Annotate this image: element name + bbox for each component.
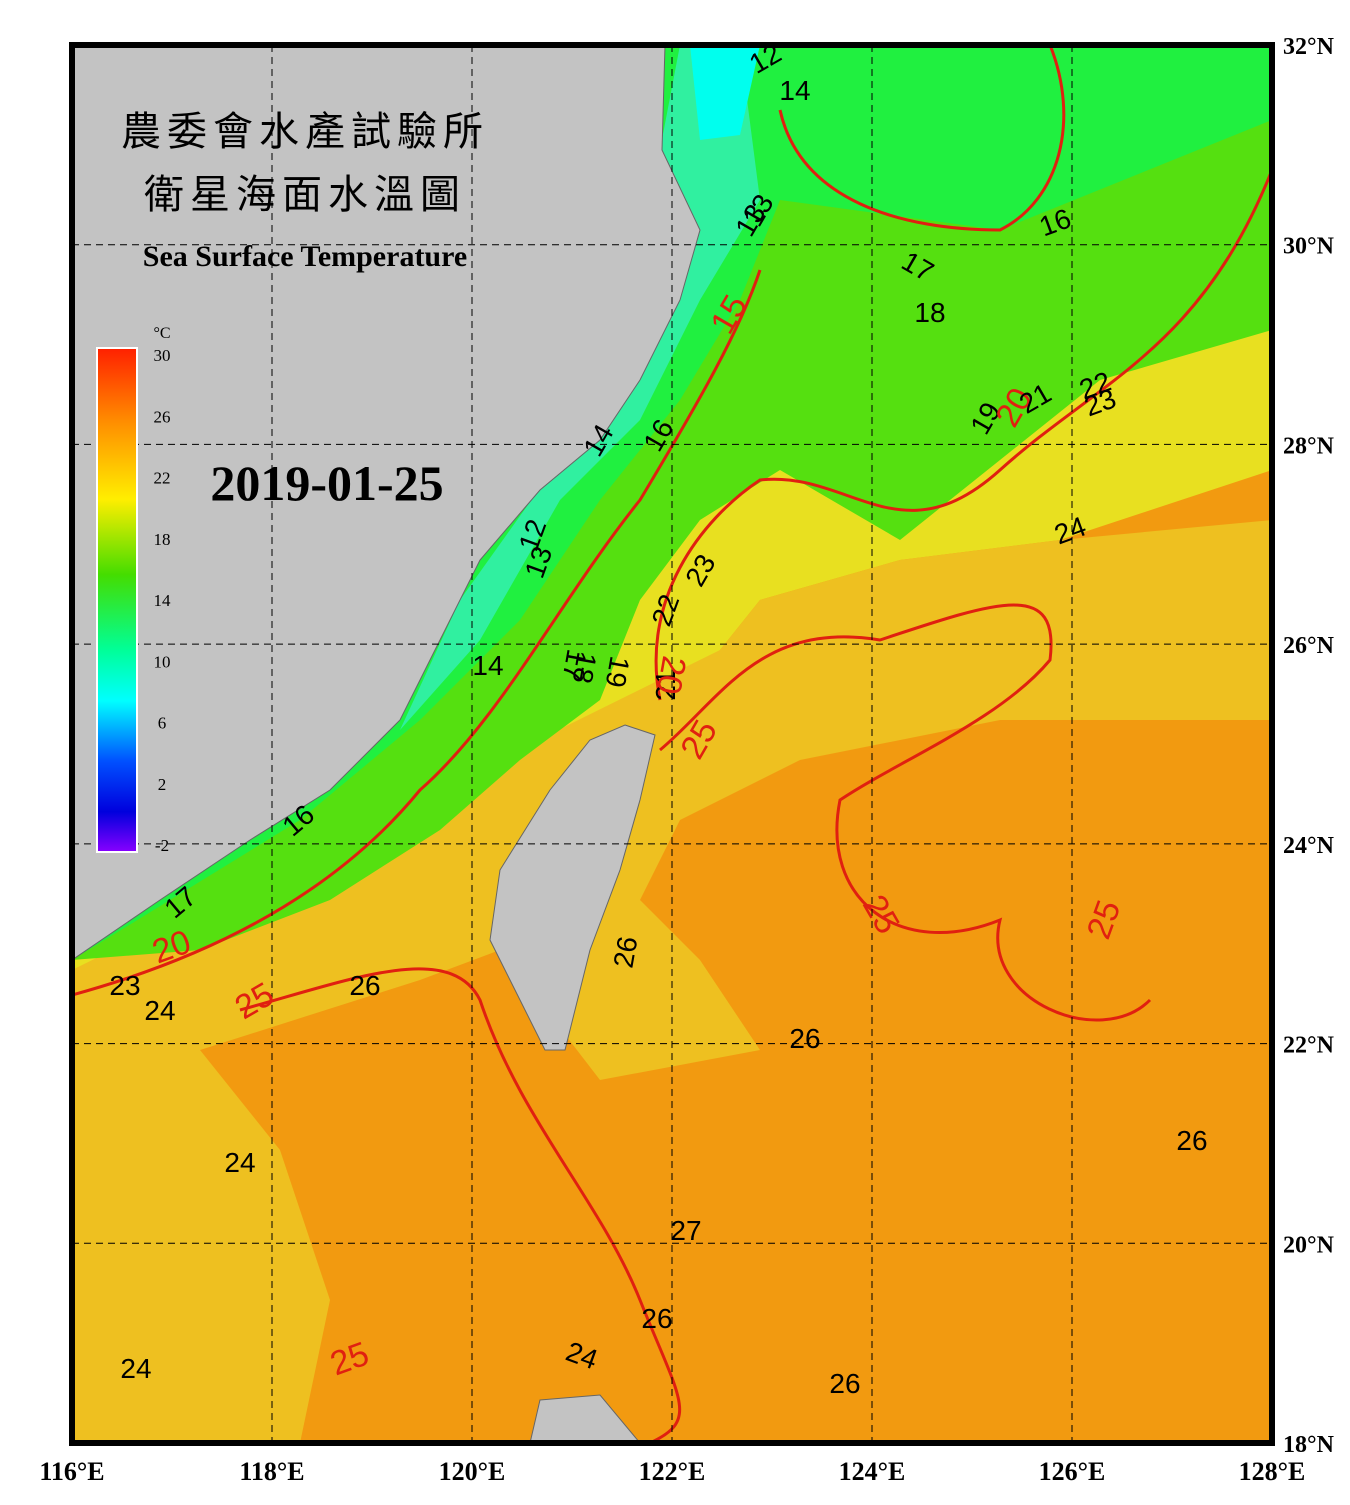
contour-label: 18 — [567, 650, 603, 686]
lat-tick-label: 30°N — [1283, 234, 1335, 260]
lat-tick-label: 32°N — [1283, 34, 1335, 60]
lat-tick-label: 26°N — [1283, 633, 1335, 659]
lon-tick-label: 126°E — [1039, 1457, 1106, 1486]
contour-label: 21 — [650, 669, 681, 700]
lon-tick-label: 128°E — [1239, 1457, 1306, 1486]
lon-tick-label: 116°E — [39, 1457, 104, 1486]
colorbar-tick-label: 30 — [154, 346, 171, 365]
contour-label: 27 — [670, 1215, 701, 1246]
graticule — [71, 44, 1273, 1444]
colorbar-tick-label: 22 — [154, 469, 171, 488]
contour-label: 18 — [914, 297, 945, 328]
contour-label: 26 — [641, 1303, 672, 1334]
contour-label: 26 — [1176, 1125, 1207, 1156]
land-china — [72, 45, 701, 961]
lon-tick-label: 122°E — [639, 1457, 706, 1486]
contour-label: 26 — [829, 1368, 860, 1399]
contour-line — [778, 45, 1066, 232]
colorbar-tick-label: 10 — [154, 652, 171, 671]
contour-label: 24 — [144, 995, 175, 1026]
date: 2019-01-25 — [210, 455, 443, 511]
contour-label: 20 — [649, 653, 693, 697]
colorbar-tick-label: 26 — [154, 407, 171, 426]
contour-line — [659, 603, 1152, 1022]
contour-label: 26 — [789, 1023, 820, 1054]
contour-label: 14 — [472, 650, 503, 681]
colorbar-tick-label: 18 — [154, 530, 171, 549]
contour-label: 26 — [349, 970, 380, 1001]
contour-label: 14 — [779, 75, 810, 106]
colorbar-tick-label: -2 — [155, 836, 169, 855]
contour-line — [72, 269, 762, 997]
lat-tick-label: 28°N — [1283, 433, 1335, 459]
contour-label: 19 — [600, 654, 636, 690]
colorbar-tick-label: 14 — [154, 591, 172, 610]
title-en: Sea Surface Temperature — [143, 240, 467, 273]
land-taiwan — [489, 724, 656, 1051]
colorbar — [96, 347, 138, 853]
lon-tick-label: 120°E — [439, 1457, 506, 1486]
title-zh-1: 農委會水產試驗所 — [121, 109, 489, 154]
contour-label: 26 — [608, 934, 644, 970]
colorbar-tick-label: 2 — [158, 775, 167, 794]
map-frame — [69, 42, 1275, 1446]
lon-tick-label: 124°E — [839, 1457, 906, 1486]
contour-label: 17 — [557, 647, 593, 683]
land-luzon — [529, 1394, 641, 1443]
colorbar-tick-label: 6 — [158, 714, 167, 733]
contour-label: 24 — [224, 1147, 255, 1178]
lon-tick-label: 118°E — [239, 1457, 304, 1486]
colorbar-unit: °C — [153, 325, 170, 342]
contour-line — [654, 169, 1272, 701]
contour-line — [239, 967, 682, 1443]
lat-tick-label: 20°N — [1283, 1232, 1335, 1258]
sea-cyan — [690, 45, 760, 140]
lat-tick-label: 24°N — [1283, 833, 1335, 859]
lat-tick-label: 18°N — [1283, 1432, 1335, 1458]
lat-tick-label: 22°N — [1283, 1033, 1335, 1059]
title-zh-2: 衛星海面水溫圖 — [144, 172, 466, 217]
contour-label: 23 — [109, 970, 140, 1001]
contour-label: 24 — [120, 1353, 151, 1384]
